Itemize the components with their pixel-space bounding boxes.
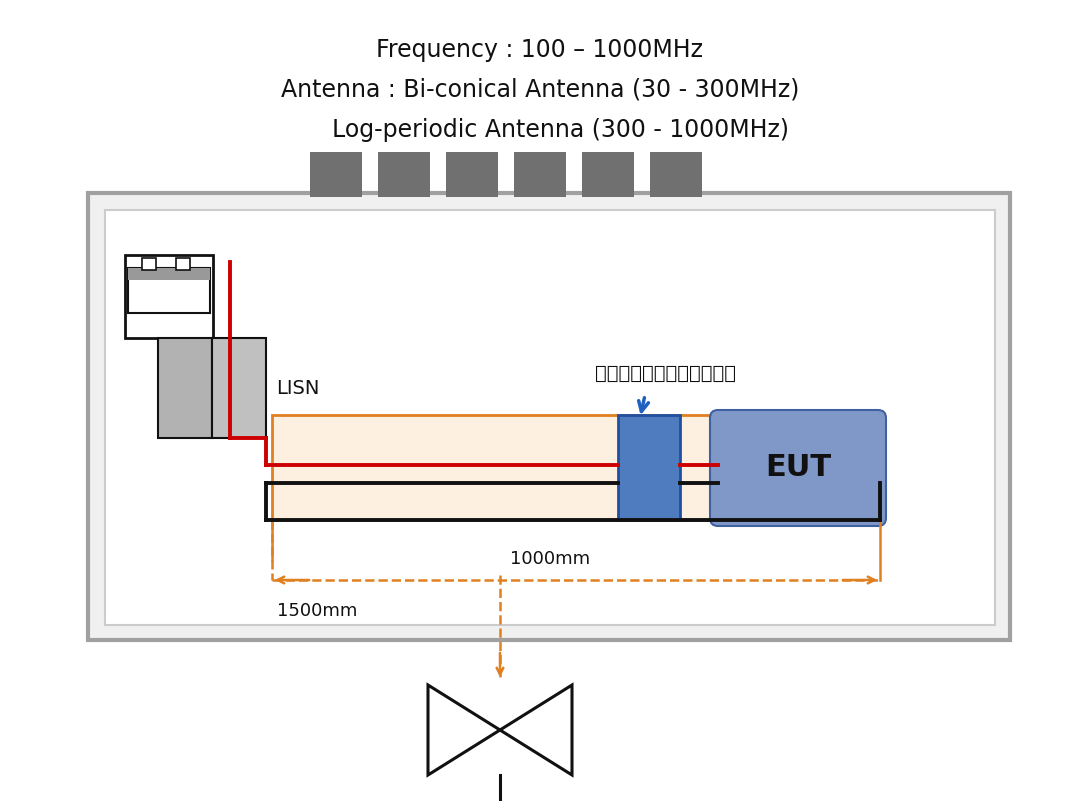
Bar: [582, 152, 634, 197]
Bar: [141, 258, 156, 270]
Bar: [272, 415, 870, 520]
Text: 1000mm: 1000mm: [510, 550, 590, 568]
Text: EUT: EUT: [765, 453, 832, 482]
Bar: [125, 255, 213, 338]
Bar: [310, 152, 362, 197]
Bar: [158, 338, 212, 438]
Text: Log-periodic Antenna (300 - 1000MHz): Log-periodic Antenna (300 - 1000MHz): [332, 118, 788, 142]
Text: Antenna : Bi-conical Antenna (30 - 300MHz): Antenna : Bi-conical Antenna (30 - 300MH…: [281, 78, 799, 102]
Text: Frequency : 100 – 1000MHz: Frequency : 100 – 1000MHz: [377, 38, 703, 62]
Bar: [87, 193, 1010, 640]
Bar: [446, 152, 498, 197]
Text: 安装了共模抑流线圈的基板: 安装了共模抑流线圈的基板: [595, 364, 735, 383]
Bar: [212, 338, 266, 438]
Bar: [650, 152, 702, 197]
Text: 1500mm: 1500mm: [276, 602, 357, 620]
Bar: [514, 152, 566, 197]
Bar: [176, 258, 190, 270]
FancyBboxPatch shape: [710, 410, 886, 526]
Text: LISN: LISN: [276, 379, 320, 397]
Bar: [105, 210, 995, 625]
Bar: [618, 415, 680, 520]
Bar: [378, 152, 430, 197]
Bar: [129, 268, 210, 313]
Bar: [129, 268, 210, 280]
